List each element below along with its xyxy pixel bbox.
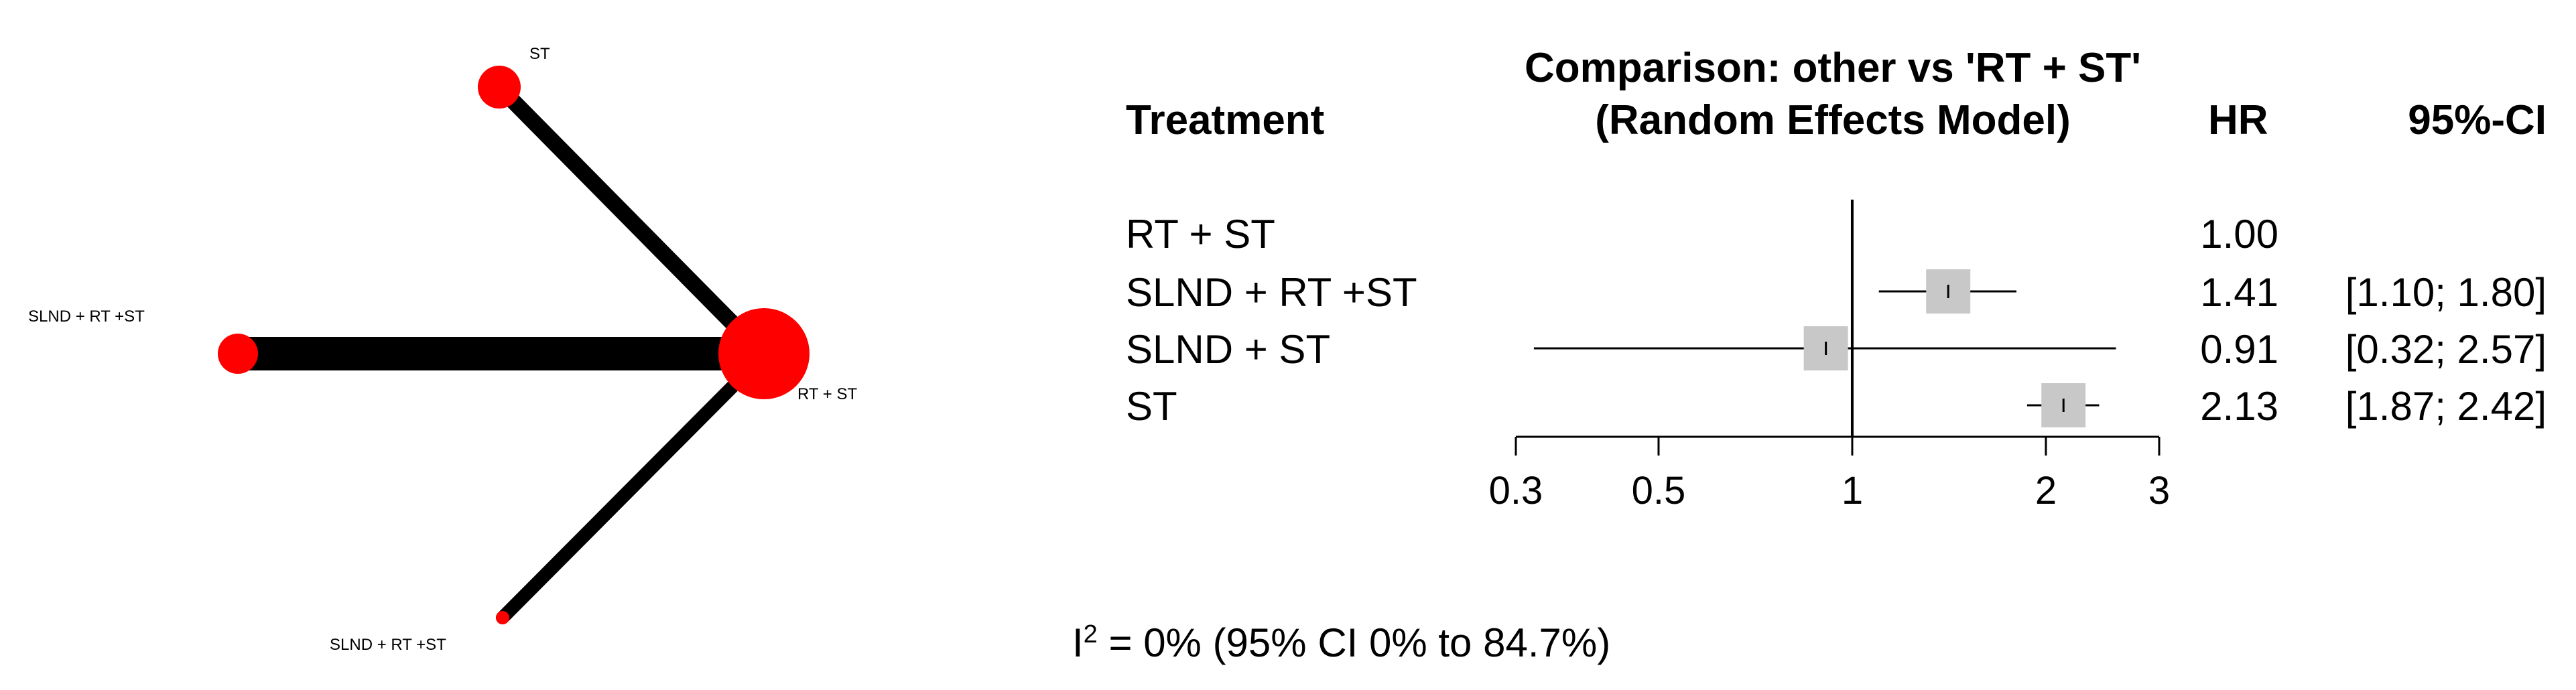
node-slnd-rt-st-bottom bbox=[496, 611, 509, 624]
heterogeneity-statistic: I2 = 0% (95% CI 0% to 84.7%) bbox=[1072, 620, 1610, 665]
forest-axis: 0.3 0.5 1 2 3 bbox=[1489, 435, 2170, 512]
hr-value: 1.00 bbox=[2200, 212, 2278, 257]
ci-value: [0.32; 2.57] bbox=[2345, 327, 2547, 372]
node-rt-st bbox=[718, 308, 810, 399]
network-plot: ST SLND + RT +ST RT + ST SLND + RT +ST bbox=[28, 45, 857, 654]
node-label-slnd-rt-st-bottom: SLND + RT +ST bbox=[330, 636, 446, 654]
column-header-ci: 95%-CI bbox=[2408, 97, 2547, 143]
column-header-treatment: Treatment bbox=[1126, 97, 1324, 143]
x-tick-label: 3 bbox=[2148, 469, 2170, 512]
x-tick-label: 0.5 bbox=[1632, 469, 1686, 512]
treatment-label: ST bbox=[1126, 384, 1177, 429]
node-label-rt-st: RT + ST bbox=[797, 385, 857, 403]
i-squared-letter: I bbox=[1072, 620, 1084, 665]
ci-value: [1.87; 2.42] bbox=[2345, 384, 2547, 429]
i-squared-superscript: 2 bbox=[1084, 620, 1098, 648]
forest-plot: Comparison: other vs 'RT + ST' (Random E… bbox=[1126, 45, 2547, 512]
forest-title-line1: Comparison: other vs 'RT + ST' bbox=[1525, 45, 2141, 91]
x-tick-label: 2 bbox=[2035, 469, 2057, 512]
ci-value: [1.10; 1.80] bbox=[2345, 270, 2547, 315]
x-tick-label: 0.3 bbox=[1489, 469, 1543, 512]
node-label-st: ST bbox=[529, 45, 550, 63]
node-st bbox=[478, 66, 521, 109]
treatment-label: RT + ST bbox=[1126, 212, 1275, 257]
heterogeneity-text: = 0% (95% CI 0% to 84.7%) bbox=[1098, 620, 1610, 665]
node-slnd-rt-st-left bbox=[218, 334, 258, 374]
edge-rtst-slnd-bottom bbox=[496, 348, 771, 624]
hr-value: 1.41 bbox=[2200, 270, 2278, 315]
hr-value: 0.91 bbox=[2200, 327, 2278, 372]
hr-value: 2.13 bbox=[2200, 384, 2278, 429]
column-header-hr: HR bbox=[2208, 97, 2268, 143]
node-label-slnd-rt-st-left: SLND + RT +ST bbox=[28, 307, 145, 326]
treatment-label: SLND + ST bbox=[1126, 327, 1330, 372]
forest-rows: RT + ST 1.00 SLND + RT +ST 1.41 [1.10; 1.80]… bbox=[1126, 212, 2547, 429]
forest-title-line2: (Random Effects Model) bbox=[1595, 97, 2071, 143]
x-tick-label: 1 bbox=[1842, 469, 1863, 512]
edge-st-rtst bbox=[491, 79, 772, 363]
treatment-label: SLND + RT +ST bbox=[1126, 270, 1417, 315]
